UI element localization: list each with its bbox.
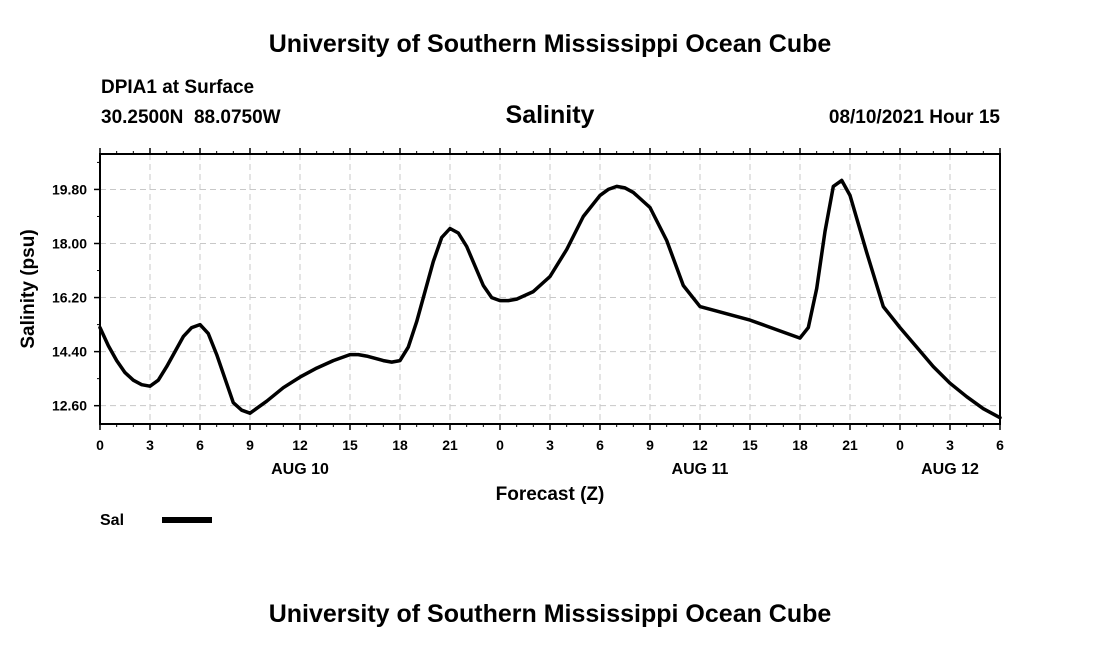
x-tick-label: 0: [896, 437, 904, 453]
station-name: DPIA1 at Surface: [101, 77, 255, 98]
y-axis-title: Salinity (psu): [18, 229, 39, 348]
x-tick-label: 12: [692, 437, 708, 453]
x-tick-label: 6: [596, 437, 604, 453]
y-tick-label: 18.00: [52, 235, 87, 251]
series-line-sal: [98, 178, 1002, 420]
tick-layer: [94, 148, 1001, 430]
data-layer: [98, 178, 1002, 420]
legend-label: Sal: [100, 512, 124, 529]
day-label: AUG 11: [672, 461, 729, 478]
x-tick-label: 0: [96, 437, 104, 453]
label-layer: 12.60 14.40 16.20 18.00 19.80 0 3 6 9 12 15 18 21 0 3 6…: [52, 181, 1004, 478]
grid-layer: [99, 154, 1001, 424]
x-tick-label: 9: [246, 437, 254, 453]
x-tick-label: 18: [392, 437, 408, 453]
x-tick-label: 21: [842, 437, 858, 453]
x-tick-label: 21: [442, 437, 458, 453]
x-tick-label: 6: [196, 437, 204, 453]
x-tick-label: 15: [742, 437, 758, 453]
footer-title: University of Southern Mississippi Ocean…: [268, 600, 832, 628]
y-tick-label: 16.20: [52, 290, 87, 306]
run-time: 08/10/2021 Hour 15: [828, 107, 1000, 128]
x-tick-label: 9: [646, 437, 654, 453]
x-tick-label: 18: [792, 437, 808, 453]
x-tick-label: 6: [996, 437, 1004, 453]
day-label: AUG 12: [921, 461, 979, 478]
day-label: AUG 10: [271, 461, 329, 478]
y-tick-label: 19.80: [52, 181, 87, 197]
x-tick-label: 3: [146, 437, 154, 453]
page-title: University of Southern Mississippi Ocean…: [268, 30, 832, 58]
y-tick-label: 14.40: [52, 344, 87, 360]
chart-title: Salinity: [505, 101, 595, 129]
y-tick-label: 12.60: [52, 398, 87, 414]
x-tick-label: 0: [496, 437, 504, 453]
x-tick-label: 15: [342, 437, 358, 453]
x-tick-label: 12: [292, 437, 308, 453]
x-tick-label: 3: [946, 437, 954, 453]
legend: Sal: [100, 512, 212, 529]
x-axis-title: Forecast (Z): [496, 484, 605, 505]
station-coordinates: 30.2500N 88.0750W: [101, 107, 281, 128]
x-tick-label: 3: [546, 437, 554, 453]
